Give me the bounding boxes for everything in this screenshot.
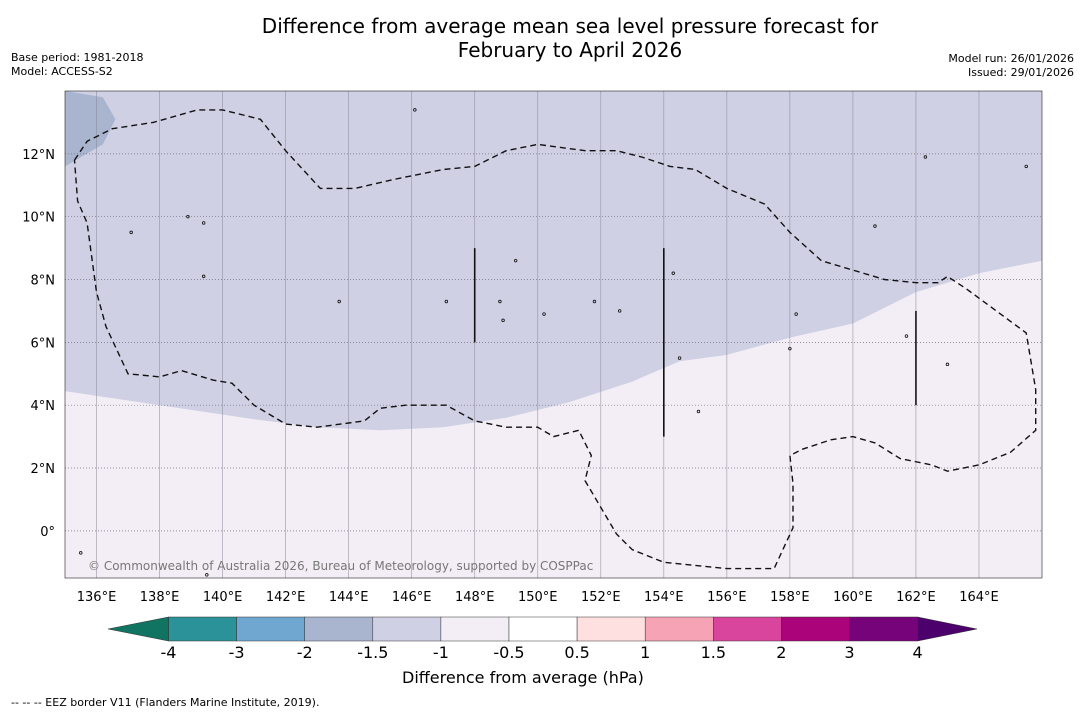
island-outline bbox=[696, 409, 701, 414]
island-outline bbox=[794, 312, 798, 316]
colorbar-tick-label: -3 bbox=[229, 643, 245, 662]
colorbar-tick-label: 4 bbox=[913, 643, 923, 662]
lon-tick-label: 140°E bbox=[203, 590, 243, 605]
base-period: Base period: 1981-2018 bbox=[11, 51, 144, 64]
map-frame bbox=[64, 90, 1043, 579]
map-axes: 136°E 138°E 140°E 142°E 144°E 146°E 148°E 150°E… bbox=[22, 148, 999, 605]
island-outline bbox=[498, 299, 502, 304]
lon-tick-label: 158°E bbox=[770, 590, 810, 605]
lon-tick-label: 138°E bbox=[140, 590, 180, 605]
island-outline bbox=[542, 312, 546, 316]
lon-tick-label: 162°E bbox=[896, 590, 936, 605]
island-outline bbox=[129, 230, 133, 235]
lon-tick-label: 136°E bbox=[77, 590, 117, 605]
lat-tick-label: 12°N bbox=[22, 148, 55, 163]
copyright-notice: © Commonwealth of Australia 2026, Bureau… bbox=[88, 559, 593, 573]
lat-tick-label: 8°N bbox=[31, 274, 56, 289]
colorbar-swatch bbox=[372, 616, 442, 642]
island-outline bbox=[923, 155, 928, 159]
island-outline bbox=[904, 334, 909, 338]
colorbar-swatch bbox=[440, 616, 510, 642]
island-outline bbox=[788, 346, 792, 351]
island-outline bbox=[501, 318, 505, 323]
zone-minus-2-to-minus-1_5 bbox=[65, 91, 116, 167]
title-line-2: February to April 2026 bbox=[457, 38, 683, 62]
lon-tick-label: 152°E bbox=[581, 590, 621, 605]
title-line-1: Difference from average mean sea level p… bbox=[261, 14, 879, 38]
island-outline bbox=[337, 299, 341, 304]
eez-footnote: -- -- -- EEZ border V11 (Flanders Marine… bbox=[11, 696, 320, 709]
island-outline bbox=[205, 573, 209, 577]
colorbar-extend-high bbox=[917, 616, 978, 642]
colorbar-tick-label: -1.5 bbox=[357, 643, 388, 662]
colorbar: -4 -3 -2 -1.5 -1 -0.5 0.5 1 1.5 2 3 4 bbox=[107, 616, 978, 662]
lat-tick-label: 6°N bbox=[31, 336, 56, 351]
lon-tick-label: 148°E bbox=[455, 590, 495, 605]
island-outline bbox=[873, 224, 877, 228]
colorbar-swatch bbox=[781, 616, 850, 642]
island-outline bbox=[413, 108, 417, 112]
map-title: Difference from average mean sea level p… bbox=[170, 14, 970, 62]
map-plot-area bbox=[65, 91, 1042, 578]
model-run: Model run: 26/01/2026 bbox=[948, 52, 1074, 65]
island-outline bbox=[79, 551, 83, 555]
island-outline bbox=[201, 221, 206, 225]
model-name: Model: ACCESS-S2 bbox=[11, 65, 113, 78]
island-outline bbox=[444, 299, 449, 304]
lon-tick-label: 144°E bbox=[329, 590, 369, 605]
colorbar-swatch bbox=[304, 616, 374, 642]
lon-tick-label: 160°E bbox=[833, 590, 873, 605]
colorbar-label: Difference from average (hPa) bbox=[402, 668, 644, 687]
colorbar-swatch bbox=[236, 616, 305, 642]
colorbar-swatch bbox=[849, 616, 918, 642]
island-outline bbox=[186, 214, 190, 219]
colorbar-tick-label: 1.5 bbox=[701, 643, 726, 662]
lat-tick-label: 10°N bbox=[22, 211, 55, 226]
island-outline bbox=[945, 362, 950, 367]
island-outline bbox=[671, 271, 675, 275]
colorbar-tick-label: -1 bbox=[433, 643, 449, 662]
lat-tick-label: 2°N bbox=[31, 462, 56, 477]
island-outline bbox=[1024, 164, 1028, 169]
lon-tick-label: 150°E bbox=[518, 590, 558, 605]
colorbar-extend-low bbox=[107, 616, 169, 642]
colorbar-swatch bbox=[576, 616, 646, 642]
colorbar-swatch bbox=[168, 616, 237, 642]
island-outline bbox=[592, 299, 597, 304]
issued-date: Issued: 29/01/2026 bbox=[967, 66, 1074, 79]
meta-right: Model run: 26/01/2026 Issued: 29/01/2026 bbox=[948, 52, 1074, 80]
lon-tick-label: 156°E bbox=[707, 590, 747, 605]
island-outline bbox=[677, 356, 682, 360]
eez-border bbox=[73, 109, 1037, 570]
lat-tick-label: 4°N bbox=[31, 399, 56, 414]
island-outline bbox=[617, 309, 622, 313]
colorbar-tick-label: 0.5 bbox=[564, 643, 589, 662]
colorbar-tick-label: -4 bbox=[161, 643, 177, 662]
meta-left: Base period: 1981-2018 Model: ACCESS-S2 bbox=[11, 51, 143, 79]
lat-tick-label: 0° bbox=[40, 525, 55, 540]
lon-tick-label: 142°E bbox=[266, 590, 306, 605]
lon-tick-label: 154°E bbox=[644, 590, 684, 605]
colorbar-swatch bbox=[644, 616, 714, 642]
lon-tick-label: 146°E bbox=[392, 590, 432, 605]
colorbar-tick-label: 1 bbox=[640, 643, 650, 662]
colorbar-tick-label: -0.5 bbox=[493, 643, 524, 662]
island-outline bbox=[513, 258, 518, 263]
colorbar-tick-label: -2 bbox=[297, 643, 313, 662]
island-outline bbox=[201, 274, 206, 279]
lon-tick-label: 164°E bbox=[959, 590, 999, 605]
colorbar-tick-label: 3 bbox=[844, 643, 854, 662]
colorbar-swatch bbox=[508, 616, 578, 642]
colorbar-swatch bbox=[713, 616, 782, 642]
zone-minus-1-to-minus-0_5 bbox=[65, 260, 1042, 578]
colorbar-tick-label: 2 bbox=[776, 643, 786, 662]
